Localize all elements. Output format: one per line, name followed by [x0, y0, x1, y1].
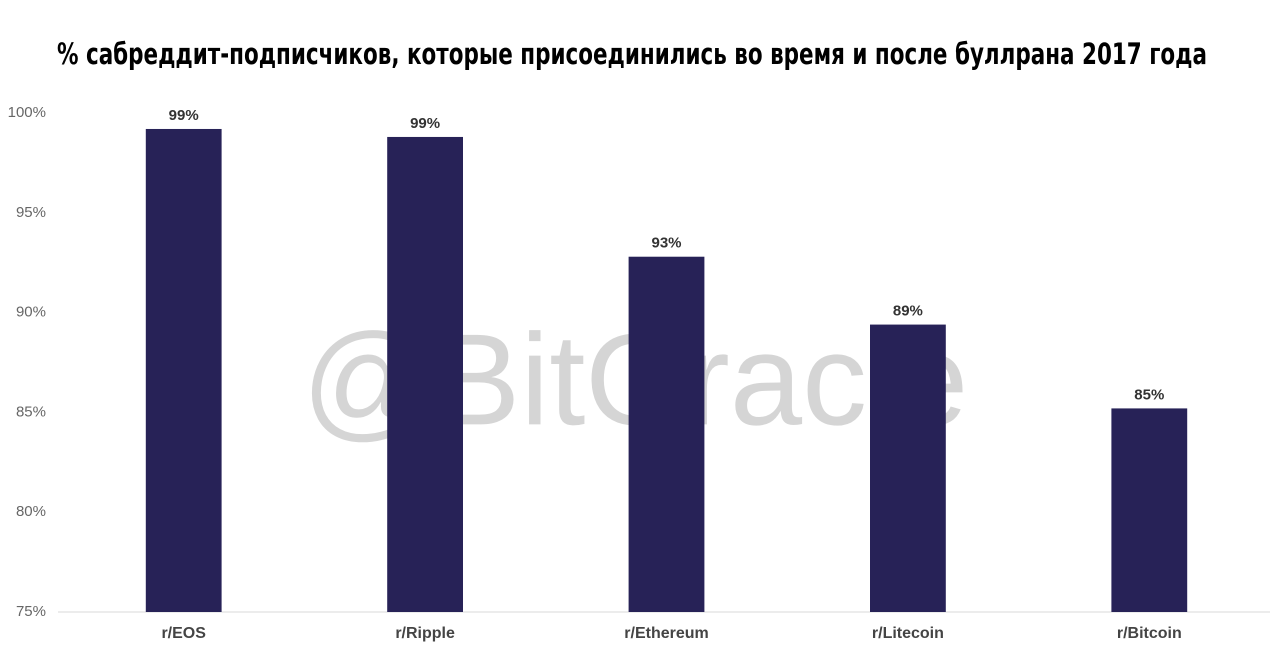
chart-title: % сабреддит-подписчиков, которые присоед… — [57, 37, 1207, 71]
value-label: 99% — [169, 107, 199, 124]
y-tick-label: 95% — [16, 204, 46, 221]
x-tick-label: r/Bitcoin — [1117, 625, 1182, 642]
y-tick-label: 75% — [16, 603, 46, 620]
y-tick-label: 85% — [16, 403, 46, 420]
bar — [870, 324, 946, 612]
bar — [145, 128, 222, 612]
value-label: 99% — [410, 115, 440, 132]
value-label: 93% — [651, 235, 681, 252]
bar — [1111, 408, 1188, 612]
value-label: 89% — [893, 303, 923, 320]
y-tick-label: 80% — [16, 503, 46, 520]
x-tick-label: r/Ripple — [395, 625, 455, 642]
x-tick-label: r/Ethereum — [624, 625, 708, 642]
x-tick-label: r/Litecoin — [872, 625, 944, 642]
value-label: 85% — [1134, 386, 1164, 403]
bar — [628, 256, 705, 612]
y-tick-label: 100% — [8, 104, 46, 121]
y-tick-label: 90% — [16, 304, 46, 321]
bar — [387, 136, 463, 612]
x-tick-label: r/EOS — [161, 625, 206, 642]
